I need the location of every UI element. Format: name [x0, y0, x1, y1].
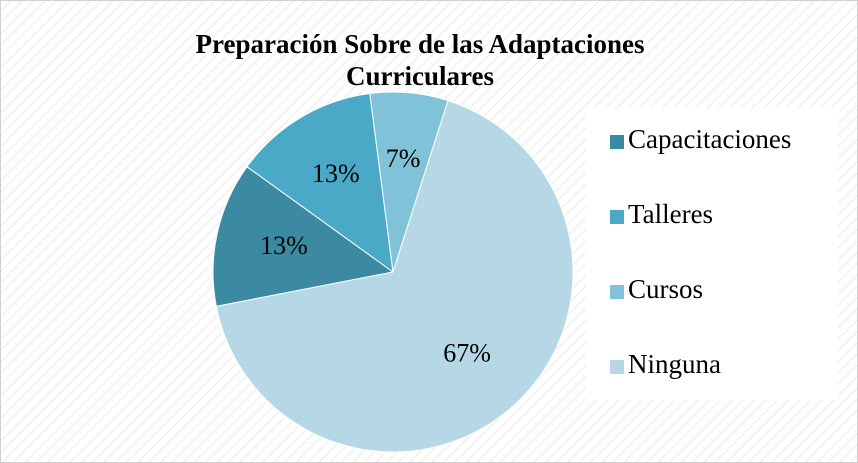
legend-box [586, 108, 838, 400]
data-label: 67% [443, 338, 491, 367]
legend-label: Talleres [628, 199, 713, 229]
legend-label: Ninguna [628, 349, 721, 379]
legend-swatch [610, 135, 624, 149]
legend-label: Cursos [628, 274, 703, 304]
legend-swatch [610, 210, 624, 224]
pie-slice [246, 92, 394, 274]
data-label: 13% [312, 159, 360, 188]
data-label: 7% [386, 144, 421, 173]
legend-label: Capacitaciones [628, 124, 791, 154]
pie-slice [215, 99, 574, 453]
legend-swatch [610, 360, 624, 374]
legend-swatch [610, 285, 624, 299]
data-label: 13% [260, 231, 308, 260]
pie-slice [212, 166, 395, 307]
chart-title: Preparación Sobre de las Adaptaciones Cu… [195, 29, 645, 91]
